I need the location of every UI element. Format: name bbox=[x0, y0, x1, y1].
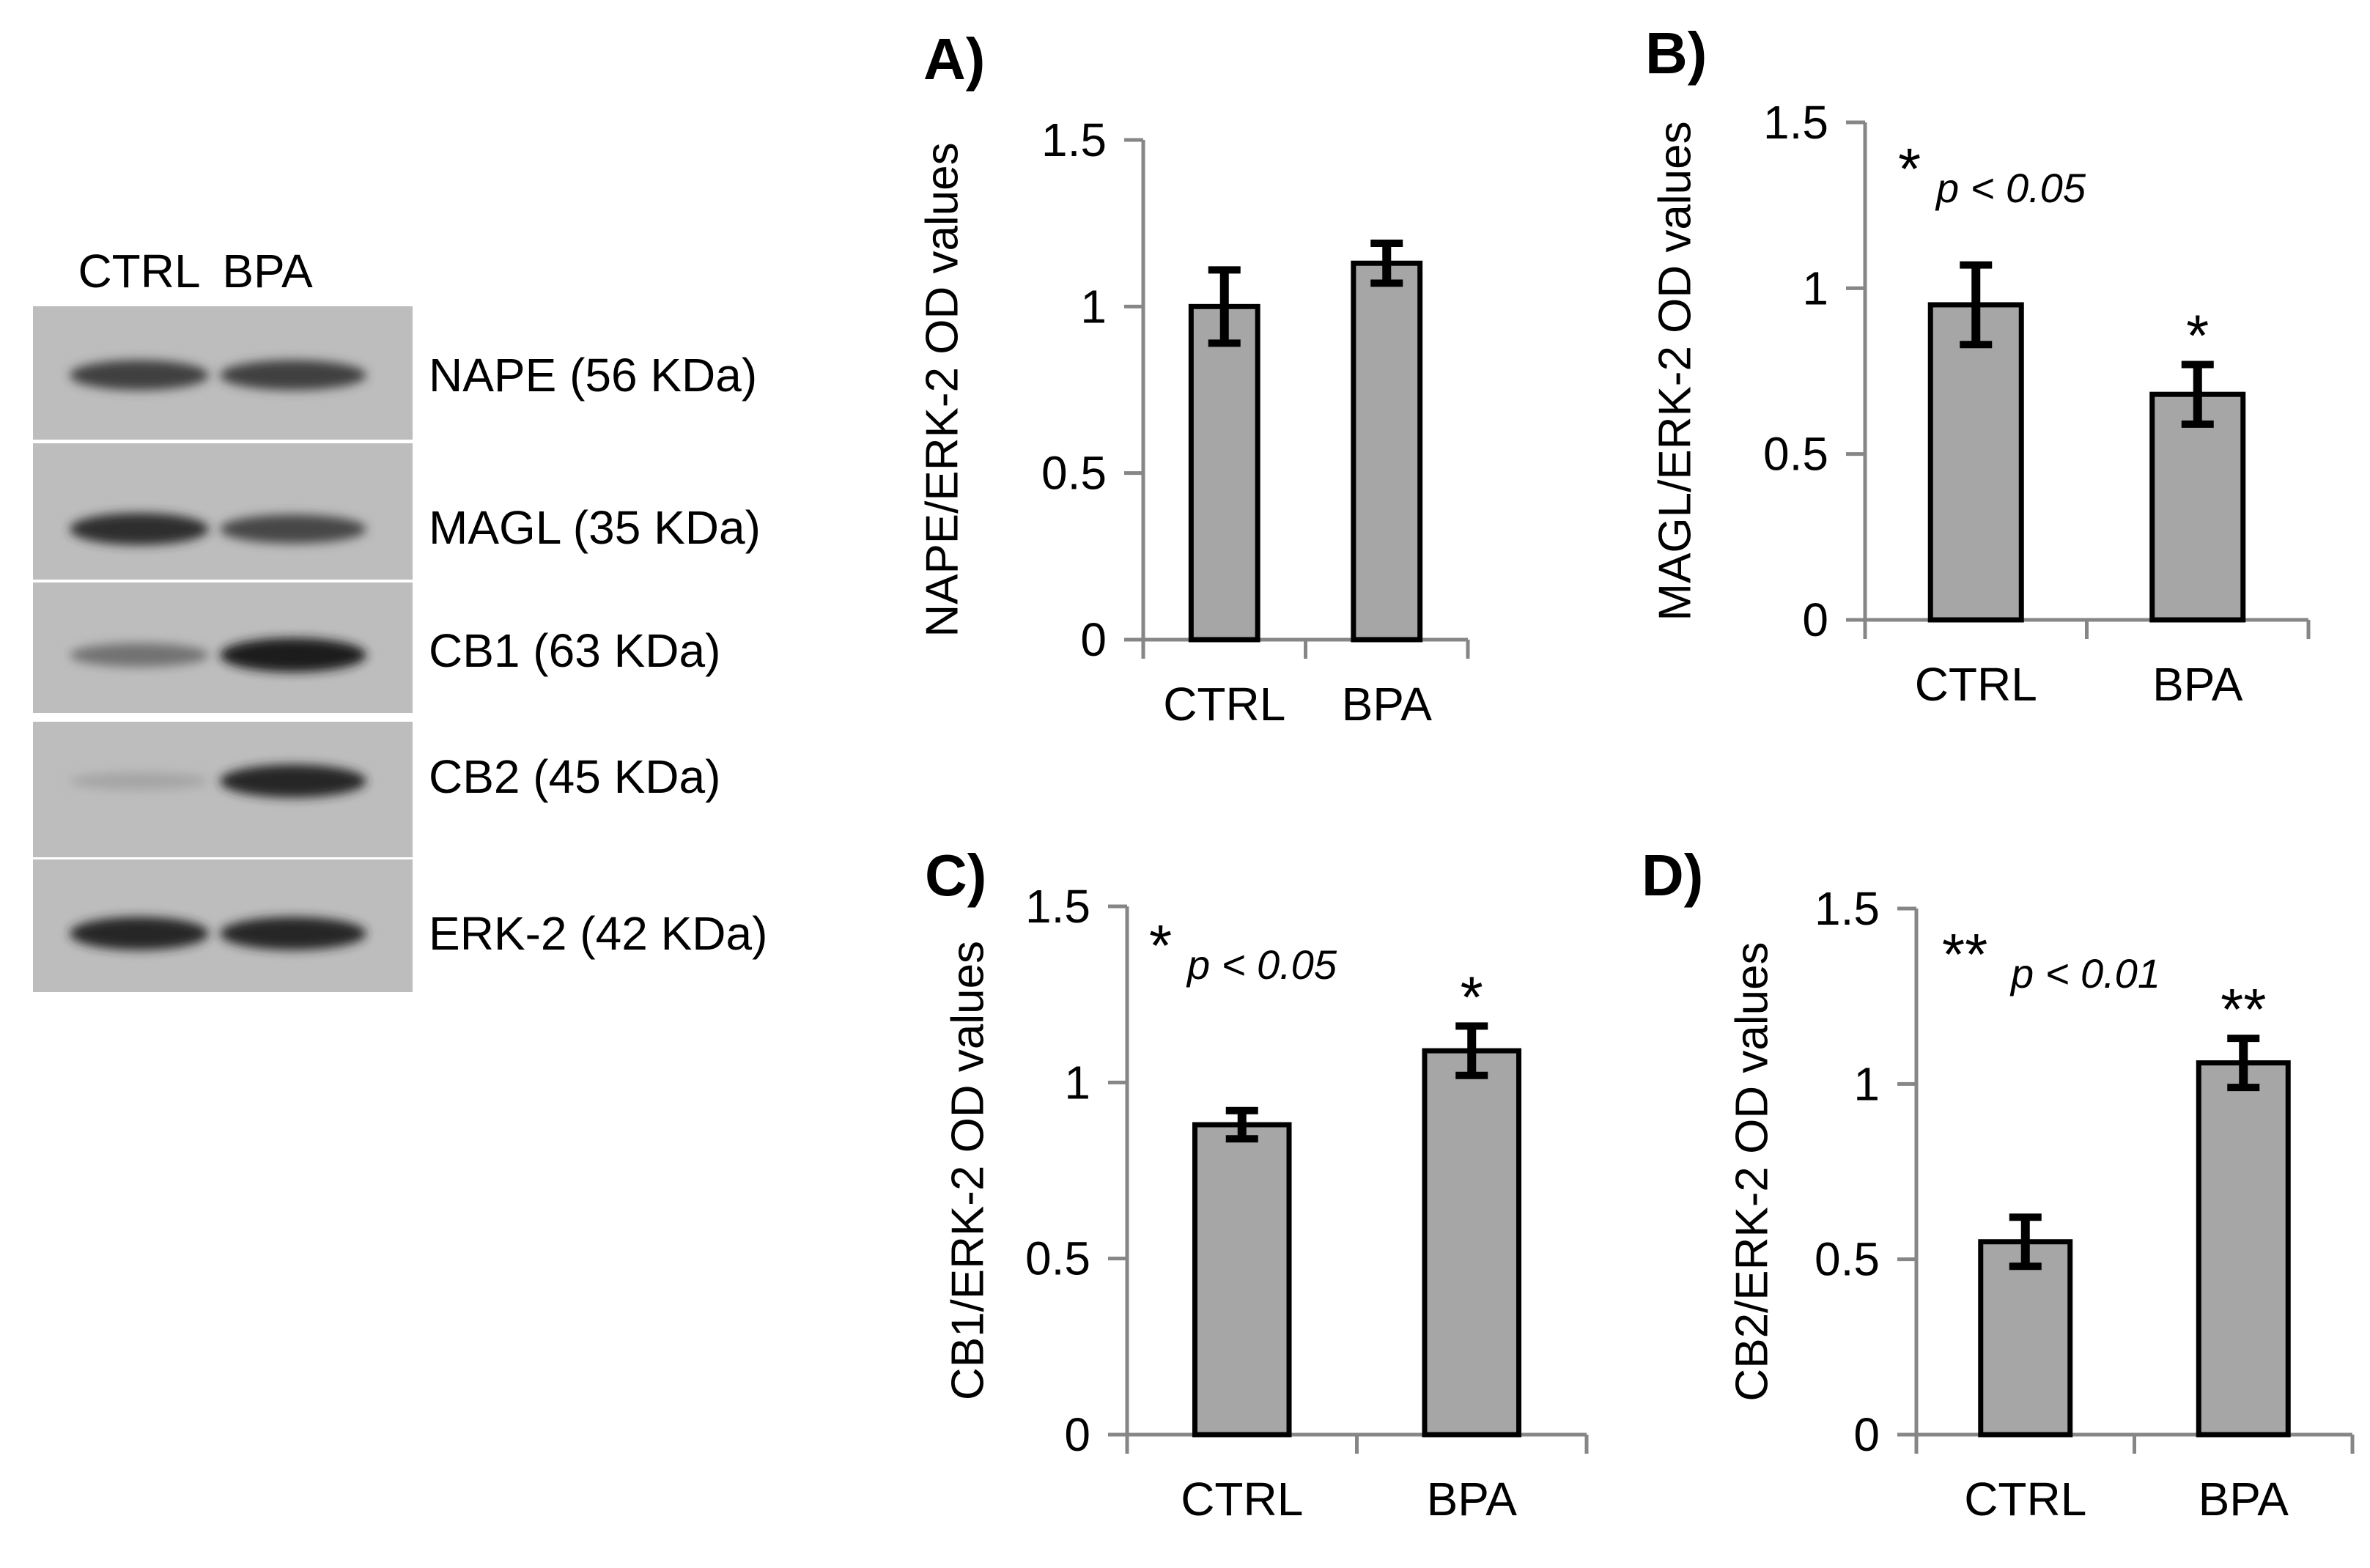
x-tick-label: CTRL bbox=[1915, 658, 2037, 711]
panel-c-chart: C) 0 0.5 1 1.5 CB1/ERK-2 OD values CTRL BPA * * p … bbox=[925, 843, 1589, 1526]
x-tick-label: BPA bbox=[2199, 1473, 2289, 1526]
y-tick-label: 1 bbox=[1802, 262, 1828, 314]
x-tick-label: BPA bbox=[2152, 658, 2243, 711]
band-label: CB2 (45 KDa) bbox=[429, 750, 720, 803]
annotation-pvalue: p < 0.05 bbox=[1186, 942, 1337, 988]
y-tick-label: 0 bbox=[1802, 593, 1828, 646]
y-tick-label: 0.5 bbox=[1815, 1233, 1880, 1286]
blot-band bbox=[220, 764, 366, 798]
band-label: NAPE (56 KDa) bbox=[429, 349, 757, 402]
significance-mark: * bbox=[2186, 303, 2209, 368]
x-tick-label: BPA bbox=[1342, 678, 1433, 731]
panel-b-chart: B) 0 0.5 1 1.5 MAGL/ERK-2 OD values CTRL BPA * * p… bbox=[1645, 21, 2311, 711]
y-tick-label: 1 bbox=[1064, 1056, 1090, 1109]
blot-band bbox=[220, 637, 366, 673]
blot-band bbox=[220, 917, 366, 950]
panel-letter: B) bbox=[1645, 21, 1707, 86]
panel-a-chart: A) 0 0.5 1 1.5 NAPE/ERK-2 OD values CTRL BPA bbox=[917, 26, 1470, 731]
bar-bpa bbox=[2149, 391, 2246, 623]
panel-letter: A) bbox=[923, 26, 985, 92]
panel-letter: C) bbox=[925, 843, 986, 908]
y-axis-label: NAPE/ERK-2 OD values bbox=[917, 142, 967, 637]
x-tick-label: CTRL bbox=[1163, 678, 1285, 731]
western-blot: CTRL BPA NAPE (56 KDa) MAGL (35 KDa) CB1 (… bbox=[33, 245, 767, 992]
x-tick-label: CTRL bbox=[1181, 1473, 1303, 1526]
y-tick-label: 0.5 bbox=[1763, 428, 1828, 481]
lane-label-ctrl: CTRL bbox=[78, 245, 200, 297]
blot-strip bbox=[33, 443, 413, 580]
x-tick-label: BPA bbox=[1427, 1473, 1518, 1526]
y-tick-label: 1.5 bbox=[1763, 96, 1828, 149]
y-tick-label: 0 bbox=[1064, 1408, 1090, 1461]
blot-band bbox=[220, 360, 366, 391]
y-tick-label: 0.5 bbox=[1041, 447, 1107, 500]
blot-band bbox=[70, 643, 209, 667]
bar-bpa bbox=[1351, 260, 1423, 643]
bar-ctrl bbox=[1927, 302, 2024, 623]
y-tick-label: 1.5 bbox=[1025, 880, 1090, 933]
blot-band bbox=[70, 360, 209, 391]
blot-band bbox=[70, 513, 209, 545]
significance-mark: * bbox=[1461, 964, 1483, 1029]
lane-label-bpa: BPA bbox=[222, 245, 313, 297]
bar-ctrl bbox=[1192, 1122, 1292, 1438]
annotation-stars: * bbox=[1149, 913, 1172, 978]
y-tick-label: 1 bbox=[1853, 1057, 1880, 1110]
panel-letter: D) bbox=[1642, 843, 1703, 908]
significance-mark: ** bbox=[2221, 977, 2266, 1042]
y-tick-label: 0.5 bbox=[1025, 1232, 1090, 1285]
bar-ctrl bbox=[1188, 303, 1260, 643]
y-tick-label: 1 bbox=[1080, 280, 1107, 333]
bar-ctrl bbox=[1978, 1239, 2073, 1438]
annotation-stars: ** bbox=[1942, 922, 1987, 987]
bar-bpa bbox=[2196, 1060, 2291, 1438]
y-tick-label: 1.5 bbox=[1041, 114, 1107, 166]
annotation-pvalue: p < 0.01 bbox=[2009, 950, 2160, 996]
band-label: MAGL (35 KDa) bbox=[429, 501, 761, 554]
panel-d-chart: D) 0 0.5 1 1.5 CB2/ERK-2 OD values CTRL BPA ** **… bbox=[1642, 843, 2355, 1526]
annotation-pvalue: p < 0.05 bbox=[1935, 165, 2086, 211]
band-label: ERK-2 (42 KDa) bbox=[429, 907, 767, 960]
blot-band bbox=[70, 917, 209, 950]
annotation-stars: * bbox=[1898, 136, 1921, 201]
bar-bpa bbox=[1422, 1048, 1522, 1438]
y-axis-label: CB1/ERK-2 OD values bbox=[942, 941, 993, 1400]
y-axis-label: CB2/ERK-2 OD values bbox=[1727, 942, 1777, 1401]
y-tick-label: 0 bbox=[1080, 613, 1107, 666]
blot-band bbox=[70, 772, 209, 791]
band-label: CB1 (63 KDa) bbox=[429, 624, 720, 677]
y-tick-label: 0 bbox=[1853, 1408, 1880, 1461]
y-axis-label: MAGL/ERK-2 OD values bbox=[1650, 121, 1700, 621]
x-tick-label: CTRL bbox=[1964, 1473, 2086, 1526]
blot-band bbox=[220, 514, 366, 544]
y-tick-label: 1.5 bbox=[1815, 882, 1880, 935]
